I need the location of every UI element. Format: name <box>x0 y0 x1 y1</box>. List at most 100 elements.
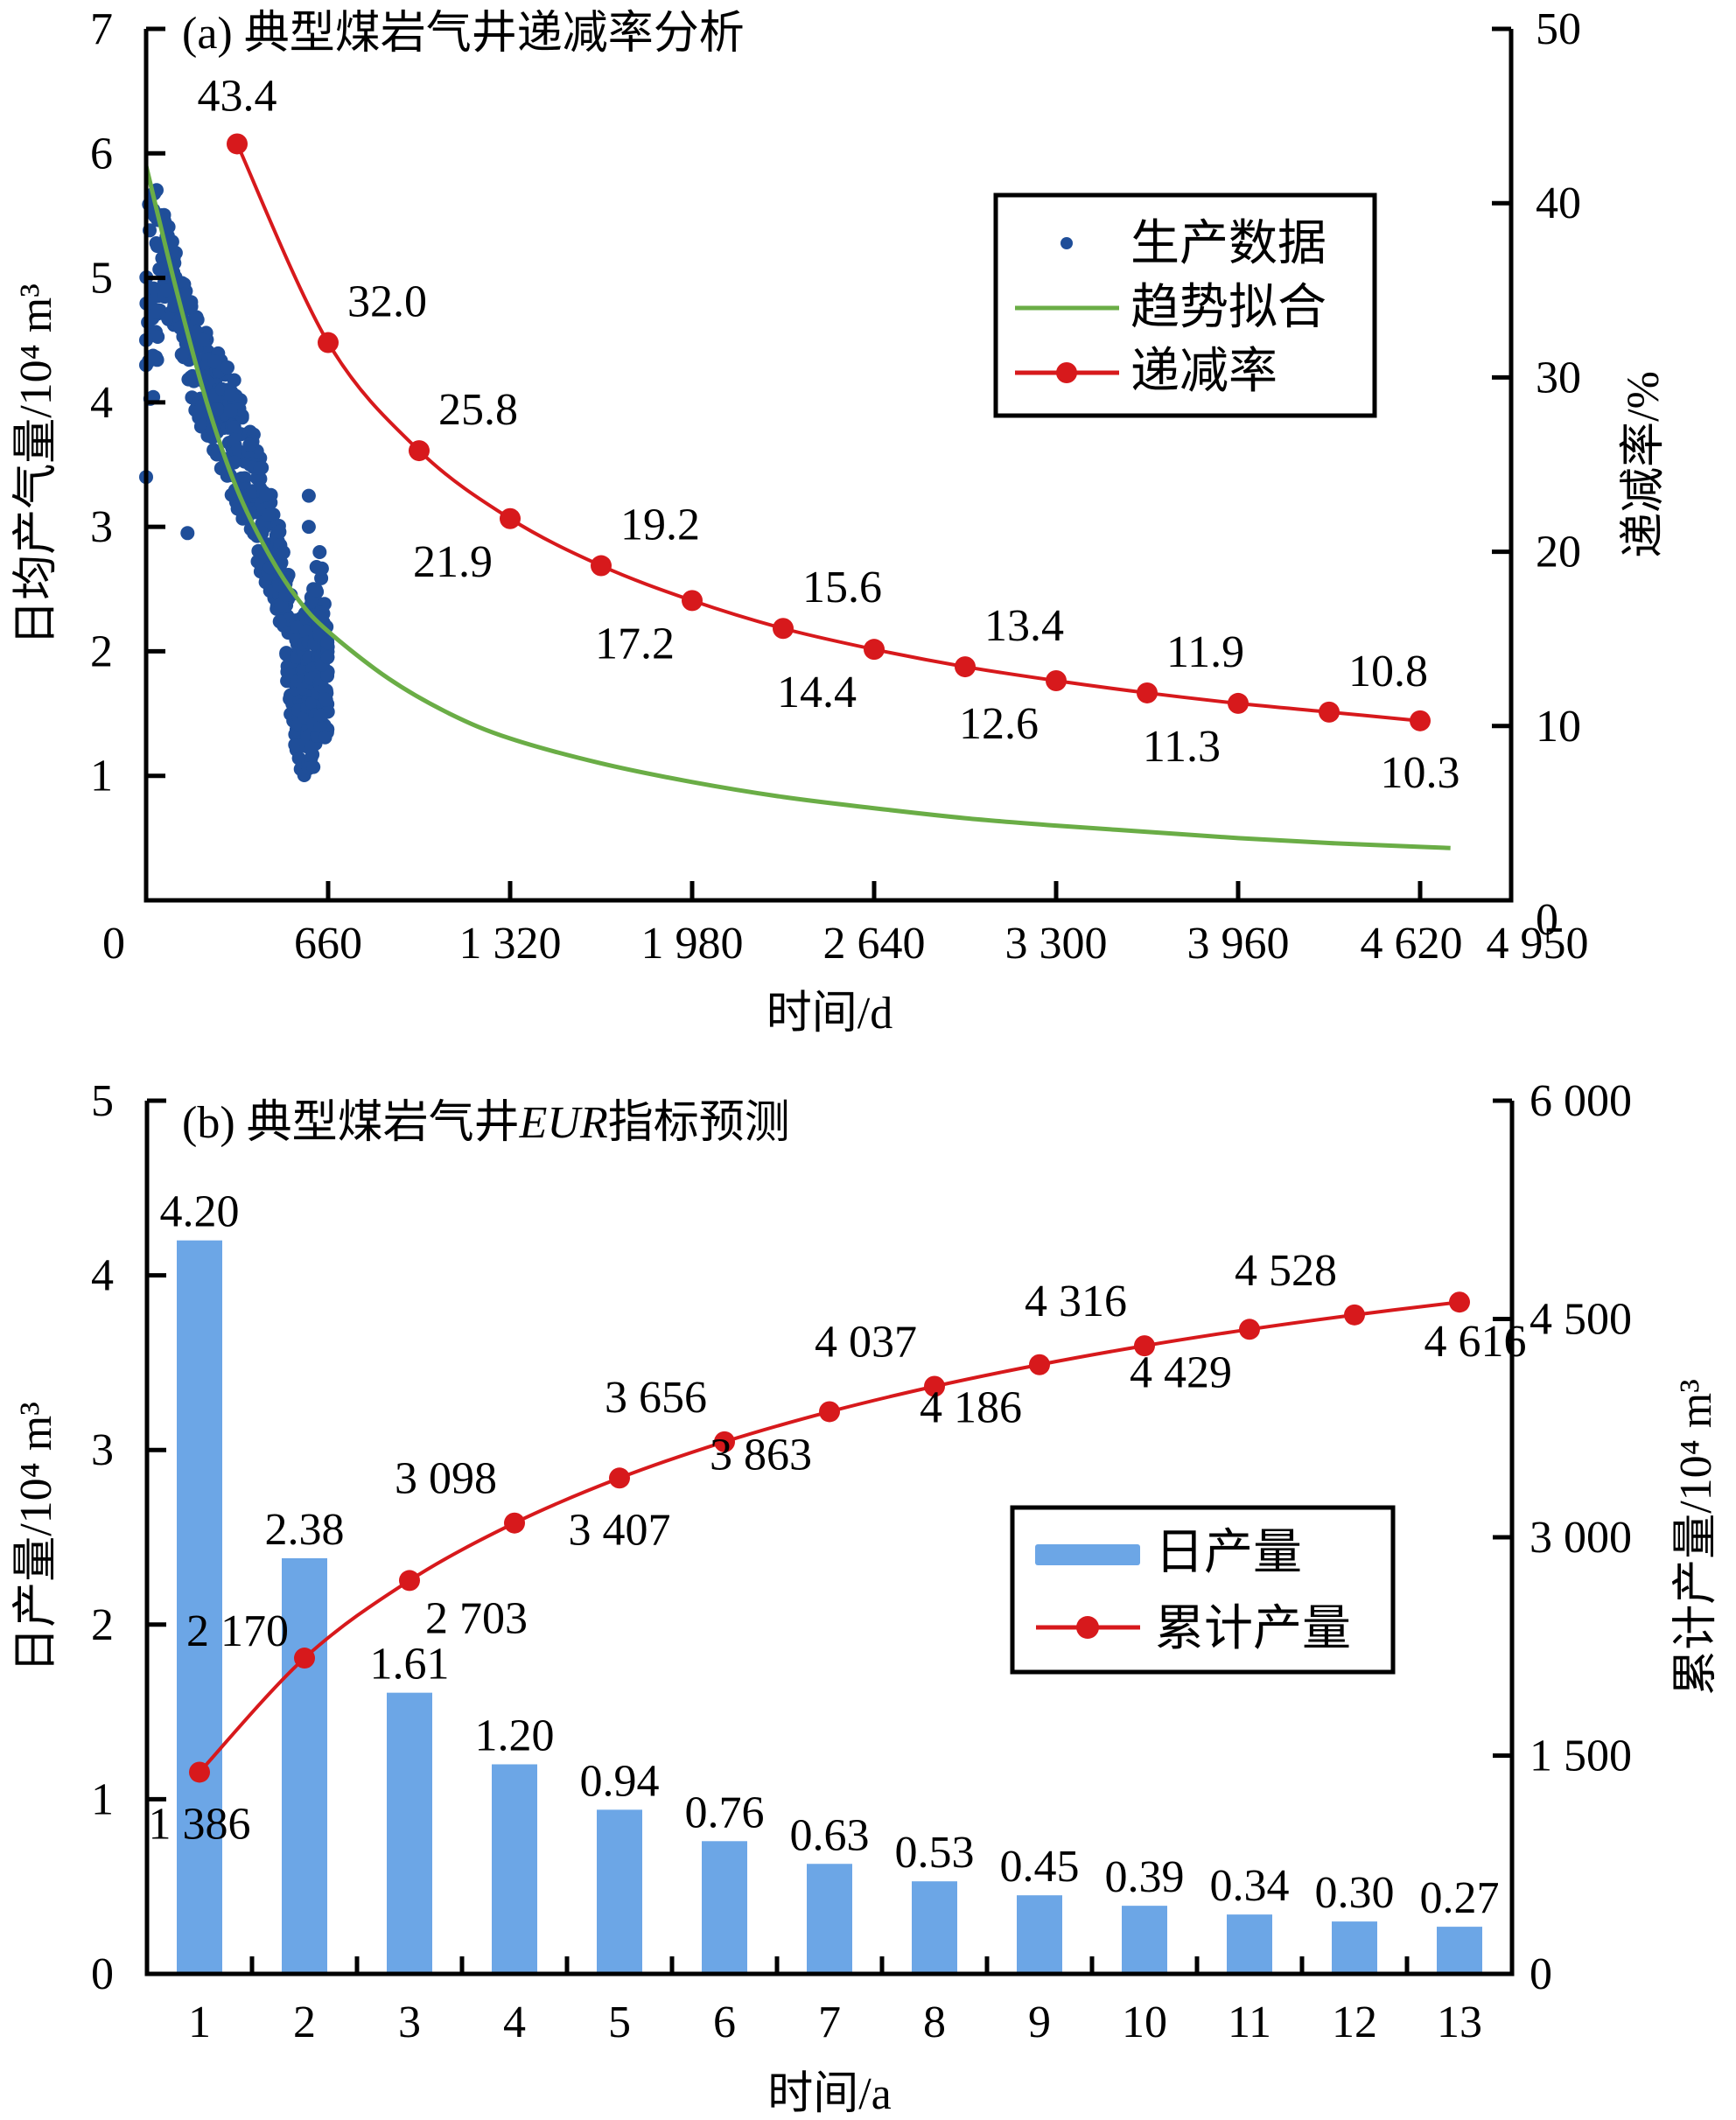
x-axis-tick-label: 1 320 <box>459 919 562 969</box>
panel-a-title: (a) 典型煤岩气井递减率分析 <box>182 9 745 59</box>
production-data-point <box>220 360 234 374</box>
production-data-point <box>227 432 242 447</box>
production-data-point <box>207 354 222 369</box>
cumulative-production-marker <box>714 1431 735 1452</box>
cumulative-production-marker <box>189 1761 210 1783</box>
cumulative-production-data-label: 4 429 <box>1130 1347 1232 1397</box>
x-axis-category-label: 4 <box>503 1998 526 2047</box>
decline-rate-data-label: 12.6 <box>959 699 1039 749</box>
x-axis-category-label: 12 <box>1332 1998 1377 2047</box>
decline-rate-marker <box>227 133 248 155</box>
production-data-point <box>276 545 290 560</box>
production-data-point <box>301 488 316 503</box>
y-axis-tick-label: 7 <box>90 4 113 54</box>
cumulative-production-marker <box>609 1467 630 1489</box>
decline-rate-data-label: 43.4 <box>198 71 277 121</box>
y-axis-tick-label: 1 <box>91 1774 114 1824</box>
x-axis-category-label: 5 <box>608 1998 631 2047</box>
production-data-point <box>320 650 335 665</box>
production-data-point <box>288 738 303 752</box>
legend-label-decline-rate: 递减率 <box>1130 345 1278 399</box>
decline-rate-data-label: 11.3 <box>1143 722 1221 772</box>
x-axis-tick-label: 3 300 <box>1005 919 1108 969</box>
x-axis-category-label: 3 <box>398 1998 421 2047</box>
decline-rate-marker <box>500 507 521 529</box>
y-axis-tick-label: 1 <box>90 752 113 801</box>
legend-scatter-marker-icon <box>1060 237 1073 249</box>
production-data-point <box>272 614 287 629</box>
legend-cumulative-marker-icon <box>1076 1616 1099 1639</box>
panel-b-y-axis-title: 日产量/10⁴ m³ <box>11 1402 61 1673</box>
x-axis-tick-label: 3 960 <box>1187 919 1290 969</box>
cumulative-production-data-label: 4 528 <box>1235 1246 1337 1296</box>
cumulative-production-marker <box>504 1512 525 1534</box>
x-axis-category-label: 9 <box>1028 1998 1051 2047</box>
decline-rate-series: 43.4 32.0 25.8 21.9 19.2 17.2 15.6 14.4 13.4 12.6… <box>198 71 1460 797</box>
x-axis-category-label: 7 <box>818 1998 841 2047</box>
y2-axis-tick-label: 30 <box>1536 353 1581 402</box>
y2-axis-tick-label: 1 500 <box>1530 1732 1632 1781</box>
panel-a-y2-axis-title: 递减率/% <box>1619 371 1669 558</box>
production-data-point <box>177 287 192 302</box>
y2-axis-tick-label: 0 <box>1536 895 1558 945</box>
daily-production-data-label: 4.20 <box>160 1187 240 1237</box>
production-data-point <box>190 312 205 327</box>
production-data-point <box>314 561 329 576</box>
cumulative-production-data-label: 4 616 <box>1424 1317 1527 1367</box>
daily-production-data-label: 0.76 <box>685 1788 765 1837</box>
legend-bar-swatch-icon <box>1035 1544 1140 1565</box>
x-axis-tick-label: 4 620 <box>1361 919 1463 969</box>
daily-production-data-label: 0.39 <box>1105 1852 1185 1902</box>
cumulative-production-marker <box>924 1375 945 1397</box>
cumulative-production-marker <box>1029 1354 1050 1375</box>
y-axis-tick-label: 6 <box>90 129 113 178</box>
production-data-point <box>318 730 332 745</box>
cumulative-production-data-label: 1 386 <box>149 1799 251 1849</box>
y2-axis-tick-label: 40 <box>1536 178 1581 228</box>
daily-production-bar <box>1122 1906 1167 1974</box>
decline-rate-line <box>235 143 1421 723</box>
production-data-point <box>246 484 261 499</box>
trend-fit-line <box>144 164 1451 850</box>
production-data-point <box>259 487 274 502</box>
trend-fit-series <box>144 164 1451 850</box>
decline-rate-marker <box>1228 692 1249 714</box>
daily-production-data-label: 0.30 <box>1315 1868 1395 1918</box>
daily-production-bar <box>597 1809 642 1974</box>
panel-a-axis-frame <box>144 29 1514 903</box>
production-data-point <box>242 437 257 452</box>
y-axis-tick-label: 2 <box>90 626 113 676</box>
production-data-point <box>150 330 165 344</box>
legend-label-cumulative-production: 累计产量 <box>1155 1602 1351 1656</box>
decline-rate-marker <box>864 639 885 661</box>
daily-production-data-label: 1.61 <box>370 1640 450 1690</box>
production-data-point <box>227 455 242 470</box>
daily-production-data-label: 0.45 <box>1000 1842 1080 1892</box>
decline-rate-data-label: 21.9 <box>413 537 493 587</box>
cumulative-production-marker <box>399 1570 420 1592</box>
daily-production-bar <box>1332 1921 1377 1974</box>
cumulative-production-data-label: 4 037 <box>815 1318 917 1368</box>
daily-production-bar <box>387 1692 432 1974</box>
production-data-point <box>313 718 328 733</box>
production-data-point <box>306 759 321 774</box>
decline-rate-marker <box>773 618 794 640</box>
y-axis-tick-label: 3 <box>90 502 113 552</box>
daily-production-bar <box>1437 1927 1482 1974</box>
production-data-point <box>227 373 242 388</box>
production-data-point <box>185 371 200 386</box>
production-data-point <box>227 420 242 435</box>
panel-a-y-axis-title: 日均产气量/10⁴ m³ <box>11 283 61 646</box>
decline-rate-marker <box>409 440 430 462</box>
production-data-point <box>195 332 210 347</box>
production-data-point <box>304 594 319 609</box>
cumulative-production-data-label: 3 407 <box>569 1505 671 1555</box>
panel-a-axes: 1 2 3 4 5 6 7 0 660 1 320 1 980 2 640 3 300 3 960 4 62… <box>90 4 1589 969</box>
daily-production-bar <box>282 1557 327 1974</box>
production-data-point <box>272 524 287 539</box>
production-data-point <box>174 347 189 362</box>
cumulative-production-marker <box>294 1648 315 1669</box>
production-data-point <box>223 403 238 418</box>
x-axis-category-label: 6 <box>713 1998 736 2047</box>
